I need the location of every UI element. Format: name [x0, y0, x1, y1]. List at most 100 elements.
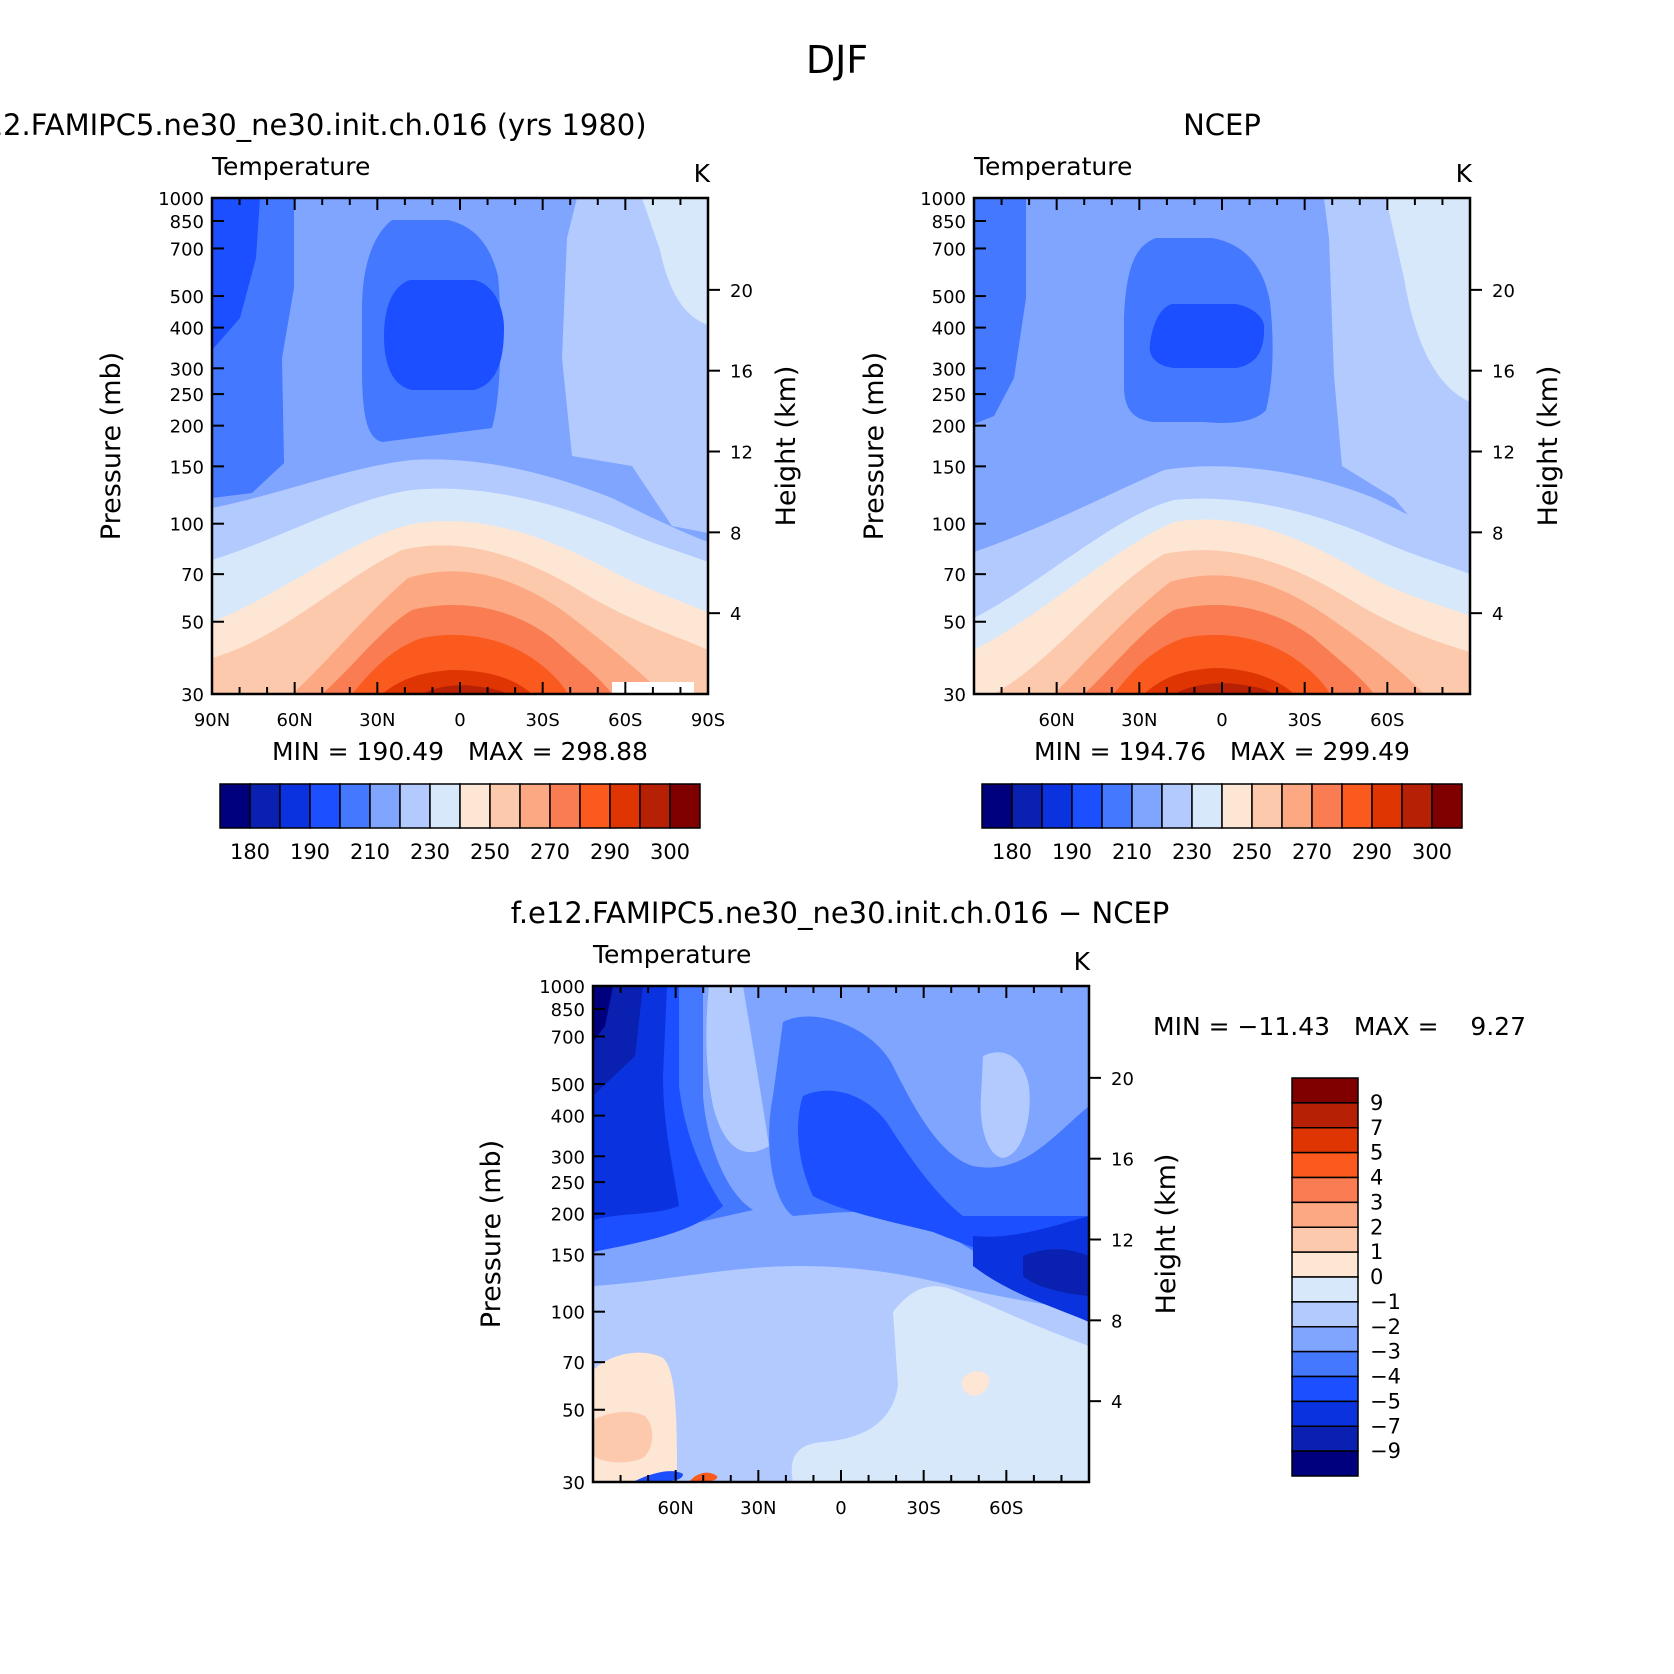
- ytick-right-label: 4: [1492, 604, 1503, 625]
- colorbar-swatch: [579, 783, 611, 829]
- ytick-label: 50: [943, 613, 966, 634]
- colorbar-swatch: [489, 783, 521, 829]
- colorbar-swatch: [549, 783, 581, 829]
- ytick-label: 850: [932, 212, 966, 233]
- colorbar-label: −7: [1370, 1414, 1401, 1438]
- ylabel: Pressure (mb): [859, 352, 890, 540]
- ytick-label: 250: [932, 385, 966, 406]
- ylabel: Pressure (mb): [476, 1140, 507, 1328]
- colorbar-label: 3: [1370, 1190, 1383, 1214]
- colorbar-swatch: [1291, 1176, 1359, 1204]
- colorbar-label: 190: [1052, 840, 1092, 864]
- colorbar-swatch: [1291, 1375, 1359, 1403]
- field-sh-warm-2: [1386, 198, 1470, 402]
- ylabel-right: Height (km): [1533, 366, 1564, 527]
- panel-ncep: NCEP Temperature K Pressure (mb) Height …: [859, 108, 1564, 864]
- colorbar-swatch: [219, 783, 251, 829]
- colorbar-swatch: [609, 783, 641, 829]
- stats: MIN = 194.76 MAX = 299.49: [1034, 737, 1410, 766]
- colorbar-label: 290: [590, 840, 630, 864]
- colorbar-swatch: [1341, 783, 1373, 829]
- colorbar-swatch: [1291, 1301, 1359, 1328]
- colorbar-swatch: [1011, 783, 1043, 829]
- xtick-label: 90S: [691, 710, 725, 731]
- ytick-label: 500: [551, 1075, 585, 1096]
- ytick-label: 250: [170, 385, 204, 406]
- panel-ncep-plot: [972, 196, 1472, 696]
- ytick-label: 70: [943, 565, 966, 586]
- field-nh-warm-2: [593, 1411, 653, 1463]
- xtick-label: 0: [835, 1498, 846, 1519]
- stats: MIN = 190.49 MAX = 298.88: [272, 737, 648, 766]
- xtick-label: 30S: [906, 1498, 940, 1519]
- colorbar-label: 5: [1370, 1141, 1383, 1165]
- ytick-label: 700: [551, 1027, 585, 1048]
- colorbar-swatch: [1161, 783, 1193, 829]
- colorbar-label: 230: [410, 840, 450, 864]
- field-sh-strat-warm: [980, 1052, 1030, 1158]
- colorbar-swatch: [669, 783, 701, 829]
- ytick-right-label: 8: [1111, 1311, 1122, 1332]
- ytick-label: 50: [181, 613, 204, 634]
- colorbar-label: 7: [1370, 1116, 1383, 1140]
- ytick-label: 400: [932, 319, 966, 340]
- xtick-label: 30N: [359, 710, 395, 731]
- colorbar-swatch: [339, 783, 371, 829]
- panel-model: f.e12.FAMIPC5.ne30_ne30.init.ch.016 (yrs…: [0, 108, 802, 864]
- colorbar-swatch: [1401, 783, 1433, 829]
- xtick-label: 60N: [657, 1498, 693, 1519]
- panel-model-subtitle: Temperature: [211, 152, 370, 181]
- ytick-right-label: 12: [1111, 1231, 1134, 1252]
- ytick-label: 1000: [920, 189, 966, 210]
- panel-diff-plot: [591, 984, 1091, 1484]
- colorbar-label: 270: [530, 840, 570, 864]
- panel-diff-units: K: [1074, 947, 1091, 976]
- colorbar-swatch: [1251, 783, 1283, 829]
- field-strat-warm: [706, 986, 769, 1153]
- colorbar-swatch: [1311, 783, 1343, 829]
- colorbar-swatch: [1291, 1276, 1359, 1303]
- colorbar-label: −2: [1370, 1315, 1401, 1339]
- colorbar-label: 1: [1370, 1240, 1383, 1264]
- field-upper-cold-5: [593, 986, 613, 1042]
- colorbar: 180 190 210 230 250 270 290 300: [981, 783, 1463, 864]
- field-trop-cold-core: [798, 1090, 1089, 1276]
- colorbar-swatch: [981, 783, 1013, 829]
- colorbar-label: 180: [230, 840, 270, 864]
- colorbar-swatch: [279, 783, 311, 829]
- ytick-right-label: 4: [1111, 1392, 1122, 1413]
- colorbar-label: 300: [1412, 840, 1452, 864]
- colorbar-swatch: [1041, 783, 1073, 829]
- field-surface-cold: [633, 1471, 683, 1482]
- field-sh-warm-spot: [961, 1371, 990, 1396]
- field-band-df35: [382, 670, 532, 694]
- colorbar: 180 190 210 230 250 270 290 300: [219, 783, 701, 864]
- ytick-right-label: 16: [1111, 1150, 1134, 1171]
- ytick-label: 500: [932, 287, 966, 308]
- ytick-label: 100: [170, 515, 204, 536]
- ylabel-right: Height (km): [1151, 1154, 1182, 1315]
- colorbar-swatch: [1291, 1251, 1359, 1278]
- colorbar-swatch: [459, 783, 491, 829]
- ytick-label: 200: [932, 417, 966, 438]
- ytick-label: 1000: [158, 189, 204, 210]
- xtick-label: 30N: [1121, 710, 1157, 731]
- colorbar-swatch: [249, 783, 281, 829]
- colorbar-swatch: [1221, 783, 1253, 829]
- colorbar-swatch: [1291, 1151, 1359, 1179]
- panel-model-title: f.e12.FAMIPC5.ne30_ne30.init.ch.016 (yrs…: [0, 108, 647, 142]
- field-band-b620: [422, 685, 508, 694]
- colorbar-swatch: [429, 783, 461, 829]
- colorbar-swatch: [399, 783, 431, 829]
- field-cold-pole: [974, 198, 1026, 424]
- colorbar-label: −3: [1370, 1340, 1401, 1364]
- xtick-label: 30N: [740, 1498, 776, 1519]
- colorbar-swatch: [1291, 1425, 1359, 1452]
- xtick-label: 90N: [194, 710, 230, 731]
- ytick-label: 150: [932, 457, 966, 478]
- ytick-label: 400: [551, 1107, 585, 1128]
- ytick-right-label: 4: [730, 604, 741, 625]
